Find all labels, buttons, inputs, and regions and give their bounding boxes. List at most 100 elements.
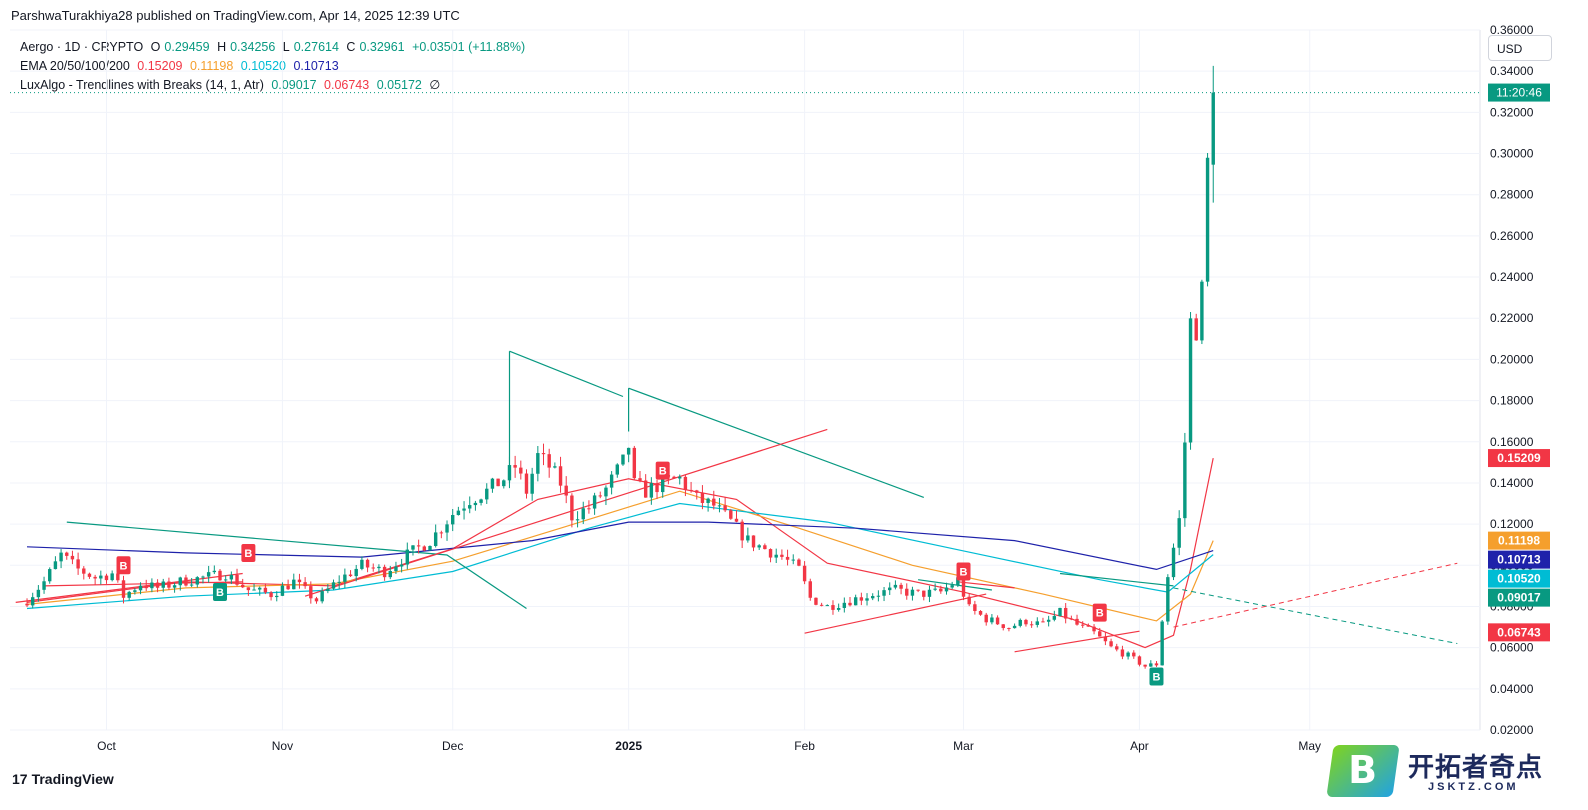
candle-body [1069,618,1074,620]
candle-body [655,483,659,493]
symbol-name[interactable]: Aergo · 1D · CRYPTO [20,40,144,54]
watermark-badge-icon: B [1326,745,1400,797]
candle-body [314,598,319,602]
break-marker-label: B [960,566,968,578]
countdown-label: 11:20:46 [1496,86,1542,100]
candle-body [405,549,409,565]
candle-body [853,597,858,606]
candle-body [1041,621,1045,623]
candle-body [819,604,824,606]
candle-body [292,579,296,590]
candle-body [502,480,506,487]
y-tick-label: 0.30000 [1490,147,1534,161]
close-value: 0.32961 [359,40,405,54]
break-marker-label: B [216,587,224,599]
candle-body [723,505,727,511]
trendline [15,572,243,603]
candle-body [592,495,597,509]
candle-body [1205,157,1210,282]
candle-body [1092,626,1096,632]
candle-body [978,611,983,615]
candle-body [927,589,932,597]
candle-body [178,577,182,586]
candle-body [150,582,154,589]
candle-body [1029,624,1034,626]
candle-body [433,532,438,547]
candle-body [1171,547,1176,578]
candle-body [1211,92,1215,165]
break-marker-label: B [659,466,667,478]
x-tick-label: Apr [1130,739,1149,753]
candle-body [439,532,444,534]
candle-body [394,566,398,571]
candle-body [485,488,489,500]
watermark-url: JSKTZ.COM [1428,781,1519,793]
candle-body [116,573,120,581]
price-chart[interactable]: 0.36000 0.34000 0.32000 0.30000 0.28000 0.260… [0,0,1588,768]
candle-body [916,589,920,591]
candle-body [626,447,631,455]
candle-body [104,575,109,581]
ema-label[interactable]: EMA 20/50/100/200 [20,59,130,73]
candle-body [882,590,886,596]
candle-body [1132,652,1136,657]
candle-body [59,552,63,562]
candle-body [223,579,228,581]
ema-line-ema50 [26,490,1214,622]
x-tick-label: Oct [97,739,116,753]
candle-body [961,577,966,597]
candle-body [1137,656,1142,665]
candle-body [939,588,943,592]
candle-body [1143,664,1147,667]
candle-body [377,566,381,569]
candle-body [842,602,847,608]
price-label-text: 0.06743 [1497,625,1541,639]
trendline [918,579,992,591]
candle-body [1149,663,1153,667]
candle-body [678,476,682,479]
candle-body [922,590,926,597]
y-tick-label: 0.06000 [1490,641,1534,655]
candle-body [876,595,881,597]
break-marker [1149,667,1164,686]
candle-body [848,602,852,606]
luxalgo-label[interactable]: LuxAlgo - Trendlines with Breaks (14, 1,… [20,78,264,92]
price-label-badge [1488,531,1550,550]
candle-body [632,447,637,479]
candle-body [399,564,404,567]
candle-body [212,570,217,573]
legend-ema-row[interactable]: EMA 20/50/100/200 0.15209 0.11198 0.1052… [20,57,529,76]
candle-body [643,480,648,498]
candle-body [1081,624,1085,626]
candle-body [70,555,75,560]
candle-body [1058,607,1062,617]
candle-body [1046,619,1051,622]
candle-body [382,566,387,578]
candle-body [25,603,29,606]
y-tick-label: 0.24000 [1490,270,1534,284]
candle-body [263,587,268,593]
candle-body [729,510,733,519]
candle-body [280,585,285,596]
candle-body [1194,318,1198,341]
currency-button[interactable]: USD [1488,35,1552,61]
candle-body [740,521,744,541]
break-marker-label: B [120,560,128,572]
break-marker [241,543,256,562]
trendline [1059,572,1174,587]
ema100-value: 0.10520 [240,59,286,73]
candle-body [127,591,131,598]
candle-body [297,579,302,583]
candle-body [286,585,290,590]
y-tick-label: 0.34000 [1490,64,1534,78]
tradingview-brand[interactable]: 17 TradingView [12,771,114,787]
x-tick-label: Nov [272,739,293,753]
candle-body [967,596,971,605]
candle-body [144,585,148,589]
x-tick-label: May [1298,739,1321,753]
break-marker [1092,603,1107,622]
candle-body [746,535,750,541]
candle-body [524,473,529,494]
candle-body [558,466,563,486]
